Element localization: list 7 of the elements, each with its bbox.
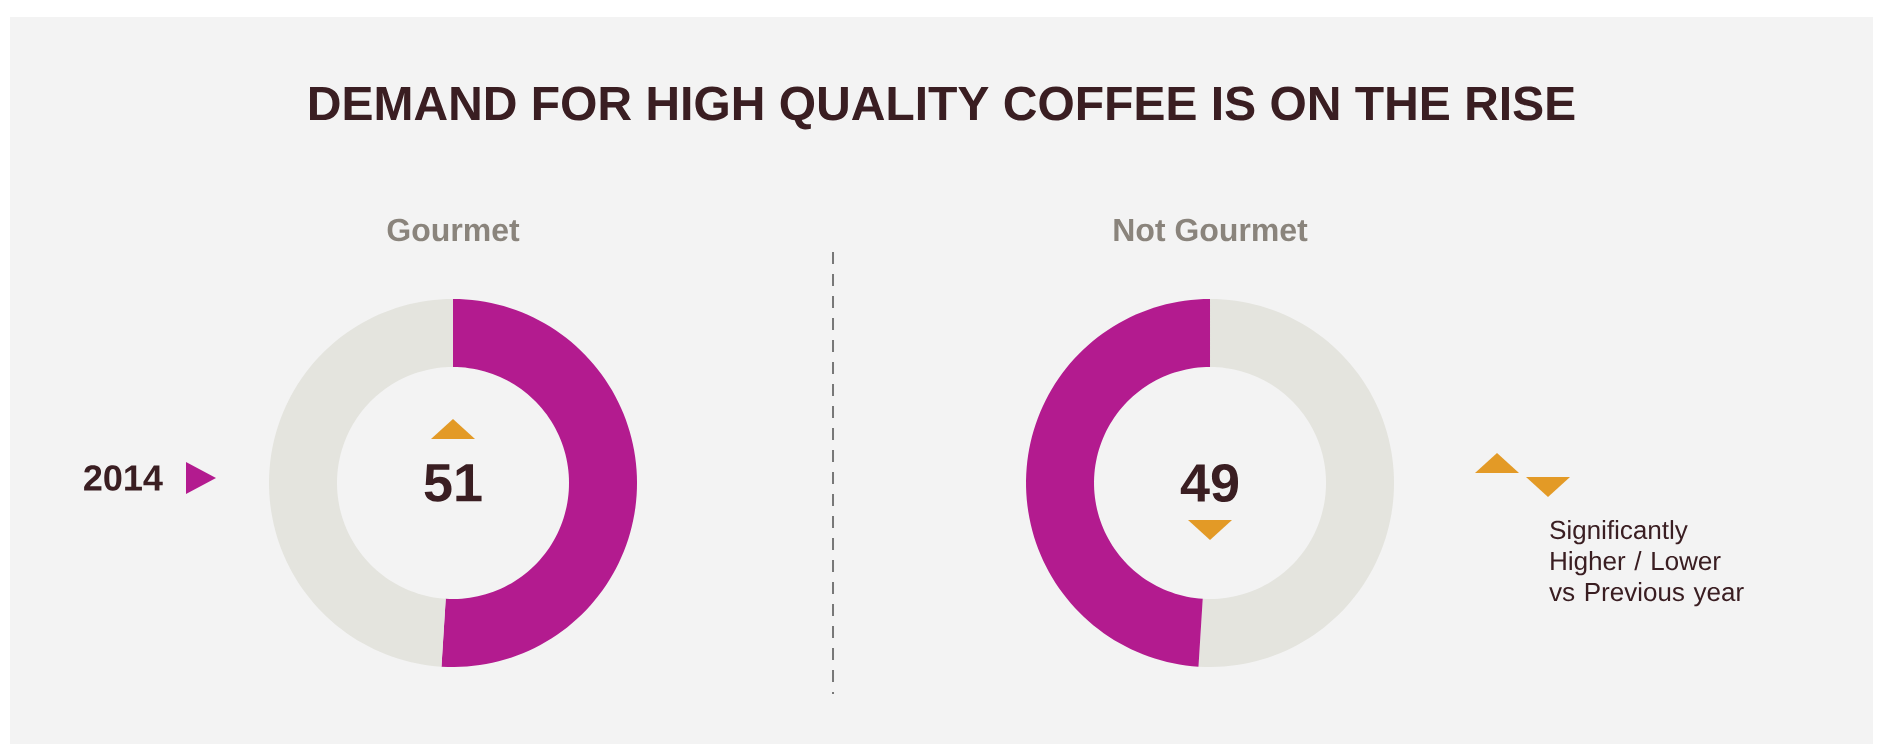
- text: DEMAND FOR HIGH QUALITY COFFEE IS ON THE RISE: [310, 86, 1575, 130]
- chart-title: Not Gourmet: [1114, 218, 1308, 242]
- data-label: 51: [424, 464, 482, 502]
- data-label: 49: [1180, 463, 1239, 503]
- text: Significantly Higher / Lower vs Previous year: [1549, 520, 1744, 607]
- chart-title: Gourmet: [387, 218, 520, 242]
- text: 2014: [84, 465, 163, 491]
